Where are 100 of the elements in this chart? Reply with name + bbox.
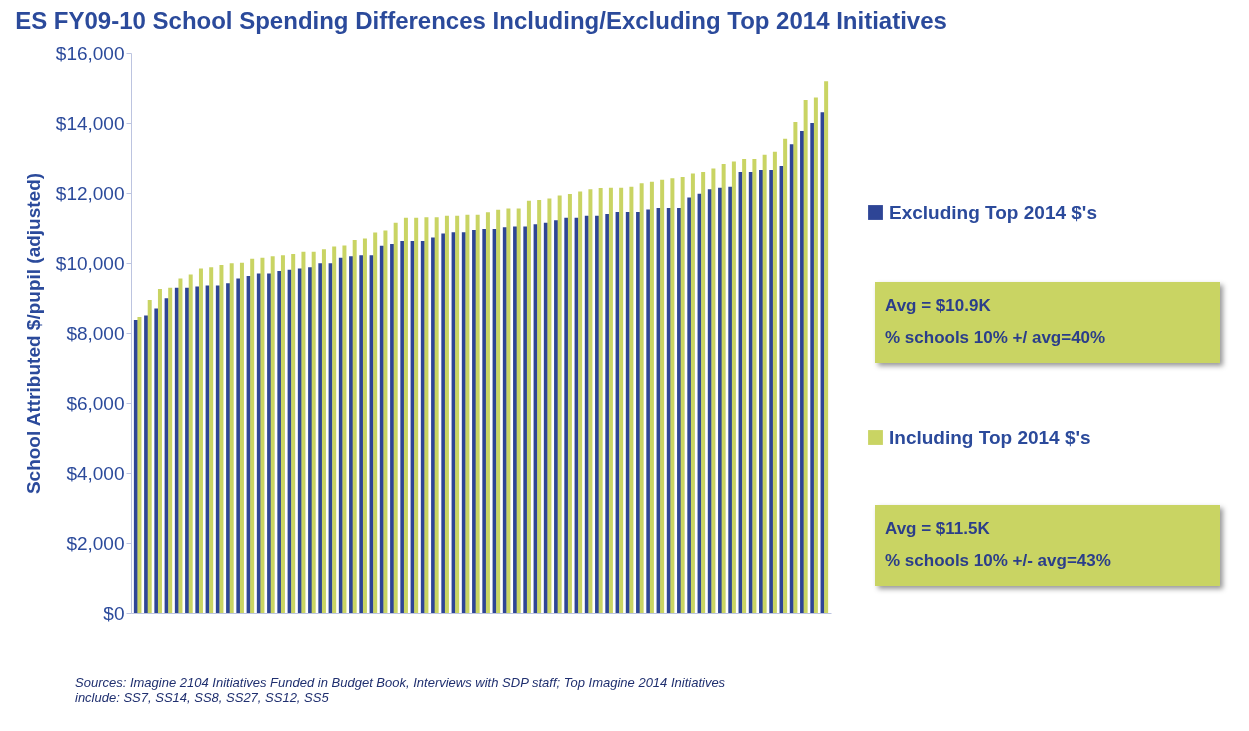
bar — [731, 161, 736, 613]
bar — [759, 169, 764, 613]
bar — [441, 233, 446, 613]
bar — [506, 208, 511, 613]
bar — [578, 191, 583, 613]
legend-label: Including Top 2014 $'s — [889, 426, 1091, 448]
bar — [424, 217, 429, 613]
bar — [496, 209, 501, 613]
bar — [188, 274, 193, 613]
bar — [342, 245, 347, 613]
y-tick-label: $4,000 — [66, 462, 125, 484]
bar — [147, 300, 152, 613]
bar — [810, 123, 815, 613]
bar — [277, 271, 282, 613]
bar — [482, 229, 487, 613]
y-tick-label: $2,000 — [66, 532, 125, 554]
y-tick-label: $10,000 — [55, 252, 125, 274]
bar — [646, 209, 651, 613]
bar — [260, 257, 265, 613]
bar — [567, 194, 572, 613]
bar — [270, 256, 275, 613]
bar — [639, 183, 644, 613]
y-tick-label: $14,000 — [55, 112, 125, 134]
bar — [793, 121, 798, 613]
text: % schools 10% +/- avg=43% — [885, 550, 1112, 573]
bar — [588, 189, 593, 613]
bar — [605, 214, 610, 613]
bar — [137, 316, 142, 613]
bar — [250, 258, 255, 613]
bar — [178, 278, 183, 613]
bar — [434, 217, 439, 613]
bar — [598, 188, 603, 613]
bar — [803, 99, 808, 613]
bar — [465, 214, 470, 613]
y-tick-label: $16,000 — [55, 42, 125, 64]
bar — [195, 286, 200, 613]
bar — [649, 181, 654, 613]
bar — [629, 186, 634, 613]
bar — [824, 81, 829, 613]
bar — [547, 198, 552, 613]
bar — [564, 217, 569, 613]
bar — [308, 267, 313, 613]
bar — [444, 215, 449, 613]
bar — [226, 283, 231, 613]
bar — [455, 215, 460, 613]
bar — [280, 255, 285, 613]
bar — [619, 187, 624, 613]
bar — [359, 255, 364, 613]
bar — [403, 217, 408, 613]
bar — [390, 244, 395, 613]
bar — [349, 256, 354, 613]
bar — [198, 268, 203, 613]
bar — [772, 151, 777, 613]
bar — [513, 226, 518, 613]
bar — [813, 97, 818, 613]
bar — [660, 179, 665, 613]
bar — [362, 238, 367, 613]
bar — [690, 173, 695, 613]
bar — [752, 159, 757, 613]
bar — [595, 215, 600, 613]
bar — [680, 176, 685, 613]
bar — [209, 267, 214, 613]
bar — [185, 287, 190, 613]
bar — [800, 131, 805, 613]
y-tick-label: $6,000 — [66, 392, 125, 414]
bar — [301, 251, 306, 613]
bar — [742, 159, 747, 613]
bar — [636, 211, 641, 613]
bar — [383, 230, 388, 613]
bar — [670, 178, 675, 613]
bar — [373, 232, 378, 613]
bar — [393, 222, 398, 613]
bar — [718, 187, 723, 613]
bar — [267, 273, 272, 613]
bar — [400, 240, 405, 613]
bar — [677, 208, 682, 613]
bar — [154, 308, 159, 613]
bar — [332, 246, 337, 613]
bar — [728, 186, 733, 613]
bar — [219, 265, 224, 613]
bar — [687, 197, 692, 613]
bar — [311, 251, 316, 613]
bar — [523, 226, 528, 613]
bar — [414, 217, 419, 613]
bar — [144, 315, 149, 613]
bar — [516, 208, 521, 613]
bar — [557, 195, 562, 613]
bar — [485, 212, 490, 613]
bar — [229, 263, 234, 613]
y-tick-label: $0 — [103, 602, 125, 624]
bar — [239, 262, 244, 613]
text: % schools 10% +/ avg=40% — [885, 327, 1107, 350]
text: Avg = $10.9K — [885, 295, 992, 317]
bar — [721, 163, 726, 613]
legend-label: Excluding Top 2014 $'s — [889, 201, 1097, 223]
bar — [157, 288, 162, 613]
bar — [475, 214, 480, 613]
bar — [769, 169, 774, 613]
bar — [236, 278, 241, 613]
bar — [291, 253, 296, 613]
